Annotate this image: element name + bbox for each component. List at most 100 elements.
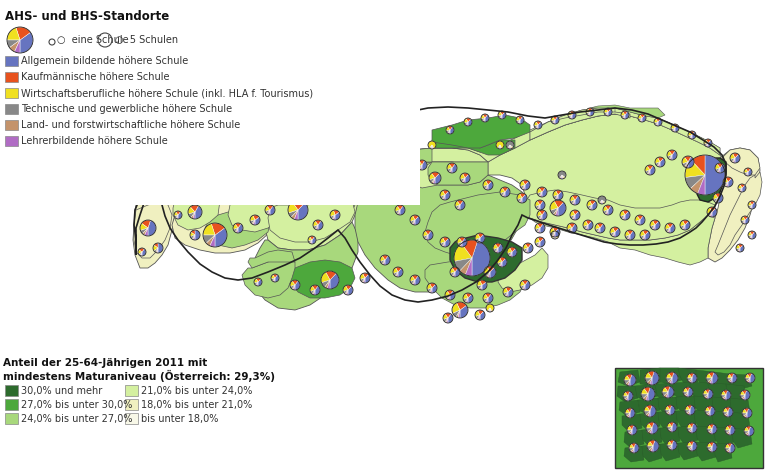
Wedge shape [707, 447, 712, 450]
Wedge shape [648, 428, 652, 434]
Text: Wirtschaftsberufliche höhere Schule (inkl. HLA f. Tourismus): Wirtschaftsberufliche höhere Schule (ink… [21, 88, 313, 98]
Wedge shape [601, 200, 602, 204]
Wedge shape [511, 252, 512, 257]
Wedge shape [668, 386, 674, 398]
Polygon shape [690, 382, 710, 398]
Text: Allgemein bildende höhere Schule: Allgemein bildende höhere Schule [21, 56, 188, 66]
Wedge shape [628, 413, 630, 418]
Wedge shape [748, 431, 749, 436]
Polygon shape [498, 248, 548, 292]
Wedge shape [742, 220, 745, 223]
Wedge shape [646, 428, 652, 432]
Wedge shape [265, 210, 270, 214]
Wedge shape [623, 392, 628, 396]
Wedge shape [380, 148, 381, 152]
Wedge shape [464, 118, 468, 123]
Wedge shape [729, 373, 734, 378]
Wedge shape [553, 116, 557, 120]
Wedge shape [626, 380, 630, 386]
Wedge shape [665, 386, 670, 392]
Wedge shape [519, 120, 520, 124]
Polygon shape [714, 427, 734, 446]
Wedge shape [464, 122, 468, 125]
Wedge shape [715, 164, 720, 170]
Wedge shape [626, 413, 630, 418]
Wedge shape [730, 425, 735, 435]
Wedge shape [477, 281, 482, 286]
Text: 24,0% bis unter 27,0%: 24,0% bis unter 27,0% [21, 414, 132, 424]
Wedge shape [445, 238, 450, 247]
Wedge shape [730, 443, 735, 453]
Wedge shape [624, 396, 628, 401]
Wedge shape [687, 428, 692, 431]
Wedge shape [499, 145, 500, 149]
Wedge shape [444, 195, 445, 200]
Wedge shape [527, 248, 528, 253]
Wedge shape [685, 410, 690, 413]
Wedge shape [744, 408, 748, 413]
Wedge shape [336, 191, 340, 196]
Wedge shape [444, 242, 445, 247]
Wedge shape [537, 215, 542, 219]
Wedge shape [410, 216, 415, 221]
FancyBboxPatch shape [5, 56, 18, 66]
Wedge shape [666, 378, 672, 382]
Wedge shape [708, 429, 712, 434]
Wedge shape [723, 412, 728, 415]
Wedge shape [503, 288, 508, 293]
Wedge shape [477, 233, 484, 238]
Polygon shape [205, 208, 270, 248]
Wedge shape [625, 211, 630, 220]
Wedge shape [718, 194, 723, 203]
Wedge shape [623, 396, 628, 400]
Wedge shape [206, 235, 215, 246]
Wedge shape [428, 231, 433, 240]
Wedge shape [625, 413, 630, 417]
Wedge shape [574, 200, 575, 205]
Wedge shape [540, 224, 545, 233]
Wedge shape [665, 224, 670, 229]
Wedge shape [672, 422, 677, 432]
Wedge shape [427, 283, 432, 290]
Wedge shape [340, 192, 344, 199]
Wedge shape [312, 237, 316, 244]
Wedge shape [500, 111, 505, 115]
Wedge shape [725, 407, 729, 412]
Wedge shape [648, 371, 654, 378]
Wedge shape [502, 258, 507, 267]
Wedge shape [669, 422, 674, 427]
Wedge shape [554, 200, 564, 208]
Wedge shape [509, 252, 512, 257]
Wedge shape [685, 160, 705, 177]
FancyBboxPatch shape [0, 0, 420, 205]
Wedge shape [537, 228, 540, 233]
Wedge shape [481, 115, 485, 119]
Wedge shape [370, 156, 374, 160]
Polygon shape [640, 368, 665, 386]
Wedge shape [726, 448, 730, 453]
Wedge shape [190, 205, 199, 212]
Wedge shape [705, 143, 708, 146]
Polygon shape [425, 260, 525, 308]
Wedge shape [385, 256, 390, 265]
Wedge shape [254, 282, 258, 285]
Wedge shape [454, 244, 472, 261]
Wedge shape [698, 175, 705, 195]
Wedge shape [356, 165, 358, 169]
Wedge shape [645, 166, 650, 172]
Wedge shape [440, 191, 445, 197]
Wedge shape [542, 188, 547, 197]
Wedge shape [668, 155, 672, 159]
Wedge shape [478, 238, 480, 243]
Wedge shape [706, 411, 710, 416]
Wedge shape [485, 115, 489, 122]
Wedge shape [643, 394, 648, 401]
Polygon shape [635, 384, 658, 400]
Polygon shape [175, 185, 218, 200]
Wedge shape [648, 422, 654, 428]
Wedge shape [250, 220, 255, 224]
Wedge shape [606, 108, 611, 112]
Wedge shape [500, 188, 505, 193]
Wedge shape [292, 200, 305, 210]
Wedge shape [480, 234, 485, 243]
